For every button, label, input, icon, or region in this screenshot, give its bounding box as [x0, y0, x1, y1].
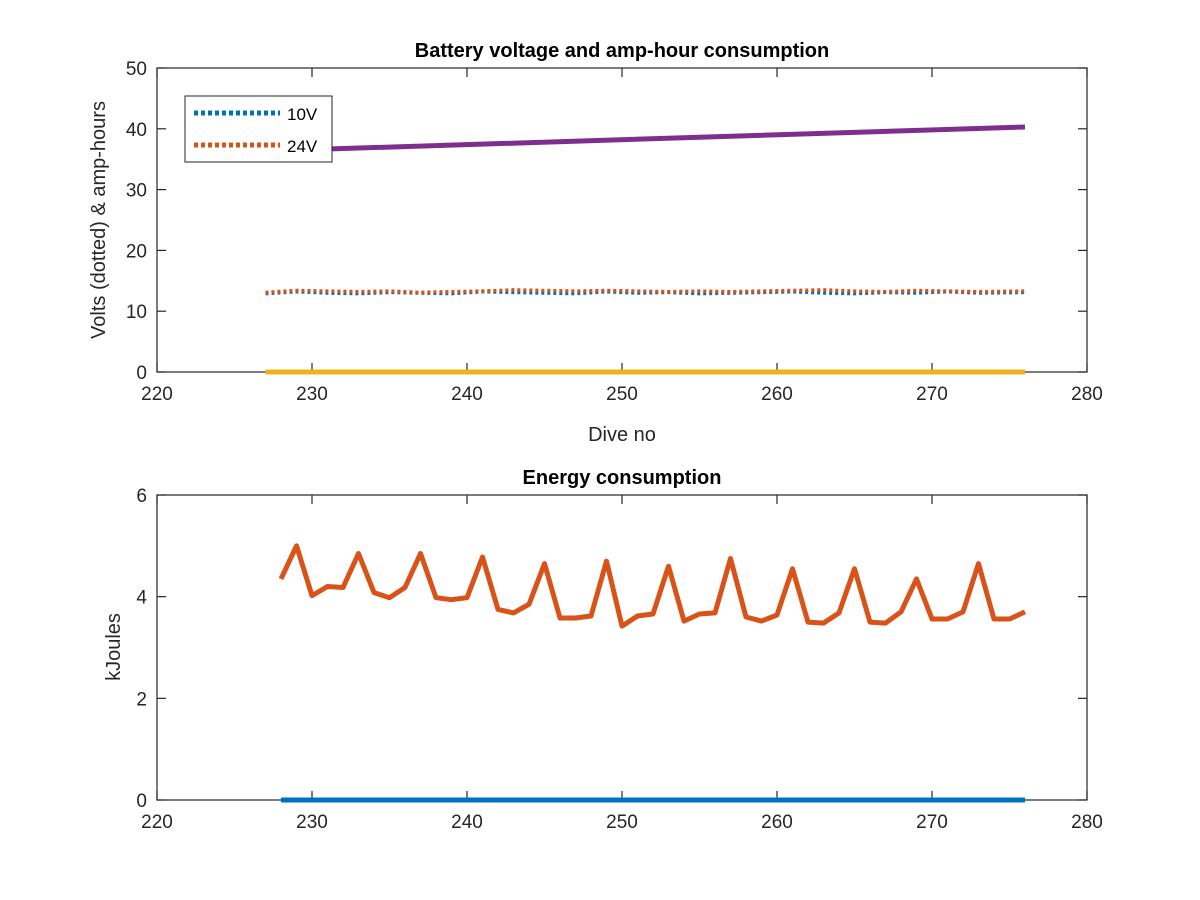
energy-y-tick-label: 2 [136, 689, 147, 710]
voltage-y-tick-label: 30 [126, 181, 147, 202]
energy-axes: 220 230 240 250 260 270 280 0 2 4 6 Energy consum… [103, 467, 1103, 833]
voltage-y-tick-label: 50 [126, 59, 147, 80]
energy-y-tick-labels: 0 2 4 6 [136, 486, 147, 812]
energy-plot-area [156, 494, 1088, 801]
voltage-x-tick-label: 240 [451, 384, 483, 405]
voltage-x-tick-label: 220 [141, 384, 173, 405]
energy-y-tick-label: 4 [136, 588, 147, 609]
energy-x-tick-labels: 220 230 240 250 260 270 280 [141, 812, 1103, 833]
voltage-axes: 220 230 240 250 260 270 280 0 10 20 30 40 50 Batter… [88, 40, 1103, 446]
energy-x-tick-label: 280 [1071, 812, 1103, 833]
legend-box [184, 95, 333, 163]
energy-x-tick-label: 220 [141, 812, 173, 833]
voltage-x-tick-label: 270 [916, 384, 948, 405]
voltage-legend: 10V 24V [184, 95, 333, 163]
energy-x-tick-label: 250 [606, 812, 638, 833]
voltage-y-tick-label: 10 [126, 302, 147, 323]
voltage-y-tick-label: 40 [126, 120, 147, 141]
energy-series [278, 543, 1027, 803]
energy-chart-title: Energy consumption [523, 467, 722, 489]
energy-x-tick-label: 240 [451, 812, 483, 833]
voltage-x-tick-label: 250 [606, 384, 638, 405]
energy-tick-marks [156, 494, 1088, 801]
legend-label-24v: 24V [287, 137, 318, 156]
voltage-chart-title: Battery voltage and amp-hour consumption [415, 40, 829, 62]
voltage-series-line-24v [265, 288, 1026, 295]
voltage-y-tick-labels: 0 10 20 30 40 50 [126, 59, 147, 384]
voltage-x-axis-label: Dive no [588, 424, 656, 446]
voltage-x-tick-label: 260 [761, 384, 793, 405]
energy-y-tick-label: 6 [136, 486, 147, 507]
energy-x-tick-label: 270 [916, 812, 948, 833]
legend-label-10v: 10V [287, 105, 318, 124]
voltage-y-tick-label: 0 [136, 363, 147, 384]
voltage-x-tick-labels: 220 230 240 250 260 270 280 [141, 384, 1103, 405]
energy-x-tick-label: 230 [296, 812, 328, 833]
energy-series-line-1 [278, 543, 1027, 629]
voltage-y-axis-label: Volts (dotted) & amp-hours [88, 101, 110, 339]
voltage-x-tick-label: 280 [1071, 384, 1103, 405]
energy-y-tick-label: 0 [136, 791, 147, 812]
voltage-x-tick-label: 230 [296, 384, 328, 405]
voltage-y-tick-label: 20 [126, 241, 147, 262]
energy-x-tick-label: 260 [761, 812, 793, 833]
energy-y-axis-label: kJoules [103, 613, 125, 681]
